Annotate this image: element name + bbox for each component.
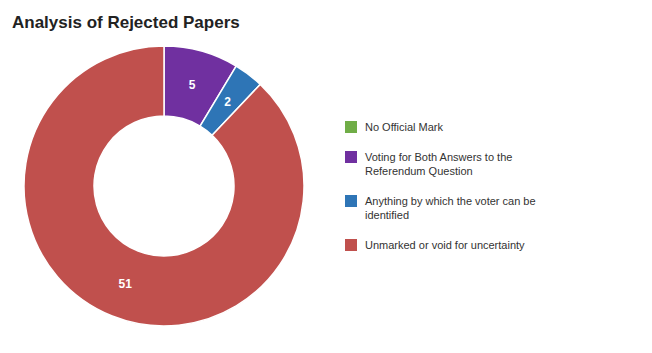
legend-item: Anything by which the voter can beidenti… (345, 195, 536, 221)
data-labels: 5 2 51 (118, 78, 231, 291)
plot (24, 46, 304, 326)
legend-swatch (345, 239, 357, 251)
legend-label: No Official Mark (365, 121, 444, 133)
legend-item: Voting for Both Answers to theReferendum… (345, 151, 512, 177)
legend-label: Anything by which the voter can beidenti… (365, 195, 536, 221)
title: Analysis of Rejected Papers (12, 13, 240, 32)
slice (24, 46, 304, 326)
legend-swatch (345, 195, 357, 207)
chart: Analysis of Rejected Papers 5 2 51 No Offici… (0, 0, 652, 353)
legend-label: Voting for Both Answers to theReferendum… (365, 151, 512, 177)
legend: No Official Mark Voting for Both Answers … (345, 121, 536, 251)
legend-item: No Official Mark (345, 121, 444, 133)
legend-item: Unmarked or void for uncertainty (345, 239, 525, 251)
legend-swatch (345, 151, 357, 163)
data-label: 51 (118, 277, 132, 291)
data-label: 2 (224, 95, 231, 109)
legend-label: Unmarked or void for uncertainty (365, 239, 525, 251)
data-label: 5 (189, 78, 196, 92)
legend-swatch (345, 121, 357, 133)
